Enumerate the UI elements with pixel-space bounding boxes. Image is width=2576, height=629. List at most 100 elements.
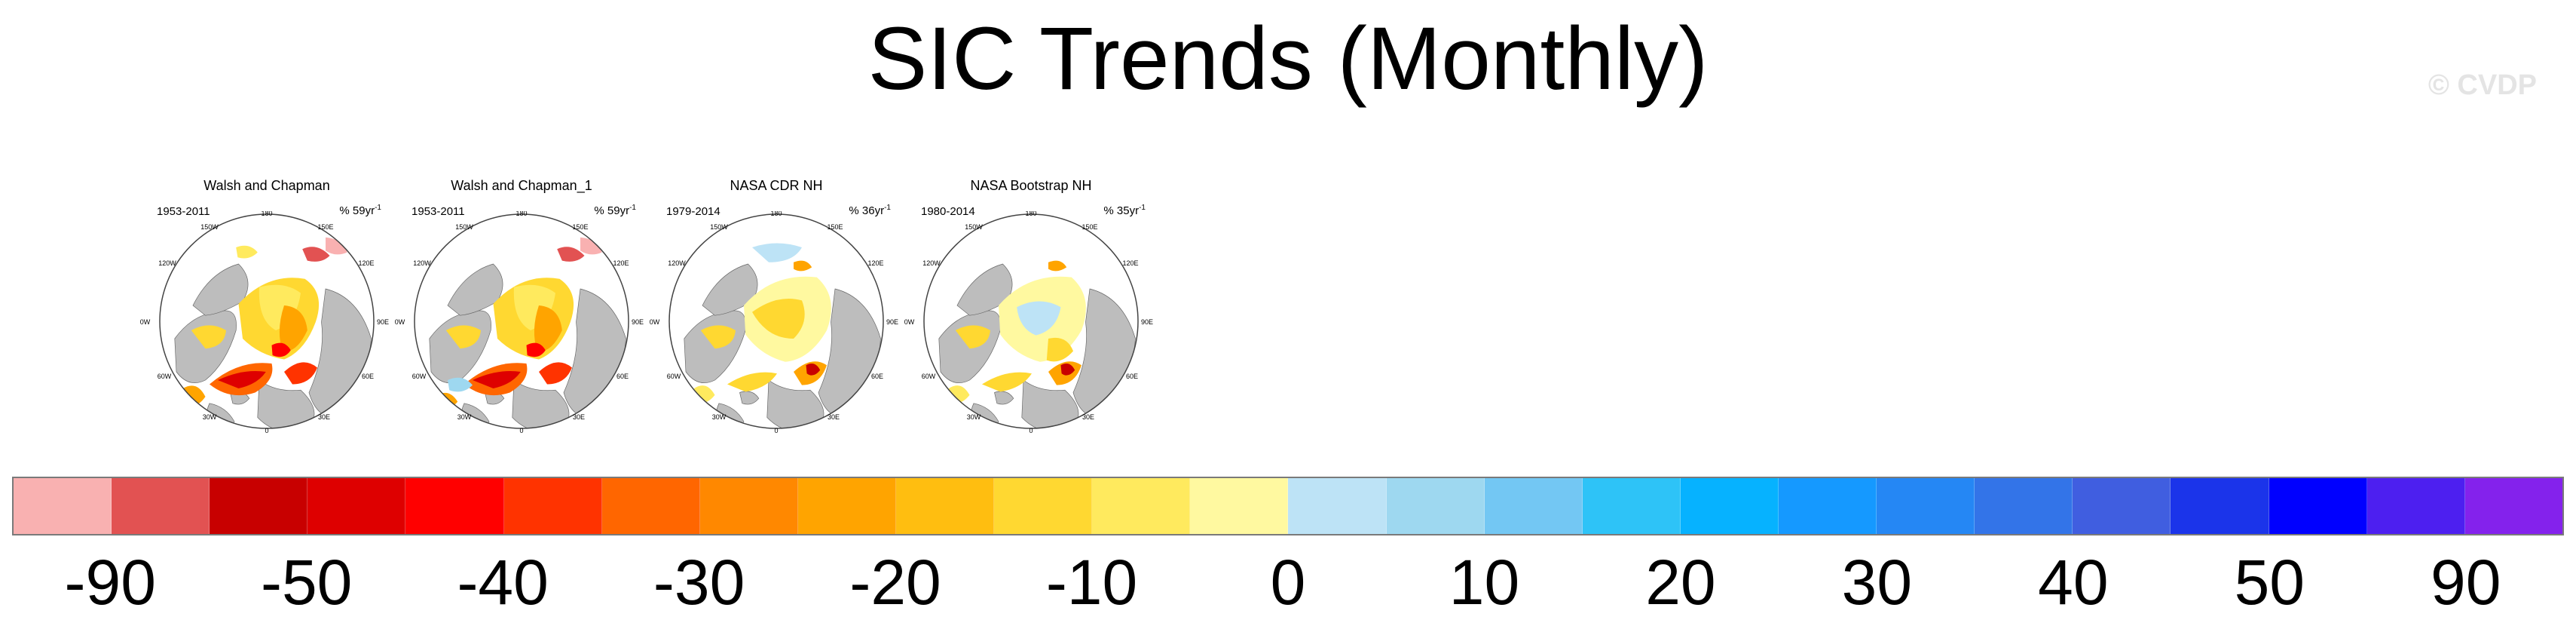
colorbar-tick-label: -10: [1045, 547, 1138, 618]
land-mass: [512, 379, 570, 428]
colorbar-swatch: [1288, 478, 1387, 534]
longitude-label: 60W: [412, 373, 427, 380]
map-panel: NASA Bootstrap NH 1980-2014 % 35yr-1 180 150…: [904, 178, 1158, 434]
longitude-label: 90E: [886, 318, 898, 326]
longitude-label: 30W: [203, 413, 217, 421]
trend-region: [700, 325, 736, 349]
longitude-label: 150W: [200, 223, 219, 231]
polar-map: 180 150W 150E 120W 120E 90W 90E 60W 60E 30W 30E 0: [904, 211, 1153, 434]
colorbar-swatch: [1680, 478, 1779, 534]
panel-rate: % 59yr-1: [594, 204, 636, 217]
land-mass: [702, 263, 758, 316]
trend-region: [302, 247, 330, 262]
panel-years: 1953-2011: [411, 205, 465, 218]
colorbar-swatch: [112, 478, 210, 534]
longitude-label: 90W: [650, 318, 660, 326]
longitude-label: 90W: [140, 318, 151, 326]
longitude-label: 30E: [1082, 413, 1094, 421]
panel-rate: % 36yr-1: [849, 204, 891, 217]
longitude-label: 120W: [158, 259, 176, 267]
colorbar-swatch: [2171, 478, 2269, 534]
trend-region: [236, 245, 258, 259]
trend-region: [473, 371, 521, 388]
colorbar-tick-label: -90: [64, 547, 156, 618]
longitude-label: 150W: [965, 223, 983, 231]
longitude-label: 60E: [616, 373, 629, 380]
colorbar-tick-label: 50: [2234, 547, 2305, 618]
panel-rate-exponent: -1: [1139, 204, 1146, 212]
polar-map: 180 150W 150E 120W 120E 90W 90E 60W 60E 30W 30E 0: [395, 211, 644, 434]
colorbar-swatch: [503, 478, 602, 534]
trend-region: [1017, 301, 1061, 336]
panel-rate-value: % 36yr: [849, 204, 885, 217]
land-mass: [1021, 379, 1079, 428]
panel-rate: % 59yr-1: [339, 204, 381, 217]
colorbar-swatch: [1386, 478, 1485, 534]
map-panel: Walsh and Chapman_1 1953-2011% 59yr-1 180 1…: [395, 178, 648, 434]
colorbar-tick-label: 90: [2431, 547, 2501, 618]
trend-region: [191, 325, 226, 349]
trend-region: [534, 305, 562, 351]
longitude-label: 0: [519, 427, 523, 434]
colorbar-swatch: [2366, 478, 2465, 534]
panel-title: NASA CDR NH: [730, 178, 823, 193]
colorbar-tick-label: 40: [2038, 547, 2109, 618]
longitude-label: 180: [261, 211, 272, 217]
colorbar: [12, 477, 2564, 535]
longitude-label: 150E: [317, 223, 333, 231]
colorbar-swatch: [307, 478, 406, 534]
map-boundary: [923, 213, 1139, 429]
longitude-label: 90E: [632, 318, 644, 326]
colorbar-swatch: [895, 478, 995, 534]
colorbar-swatch: [2269, 478, 2367, 534]
panel-rate-value: % 59yr: [594, 204, 630, 217]
longitude-label: 120E: [613, 259, 629, 267]
colorbar-swatch: [1484, 478, 1583, 534]
colorbar-swatch: [1778, 478, 1877, 534]
watermark: © CVDP: [2428, 69, 2537, 101]
colorbar-swatch: [14, 478, 112, 534]
trend-region: [1060, 364, 1075, 376]
map-panel: NASA CDR NH 1979-2014% 36yr-1 180 150W 150E 1…: [650, 178, 903, 434]
land-mass: [766, 379, 825, 428]
trend-region: [279, 305, 307, 351]
longitude-label: 180: [1025, 211, 1036, 217]
panel-rate-value: % 35yr: [1103, 204, 1140, 217]
longitude-label: 120E: [1122, 259, 1138, 267]
longitude-label: 90E: [377, 318, 389, 326]
longitude-label: 30W: [712, 413, 727, 421]
trend-region: [752, 299, 805, 339]
longitude-label: 150W: [455, 223, 473, 231]
trend-region: [1048, 260, 1067, 272]
panel-rate: % 35yr-1: [1103, 204, 1146, 217]
longitude-label: 150E: [827, 223, 843, 231]
colorbar-labels: -90 -50 -40 -30 -20 -10 0 10 20 30 40 50 90: [0, 546, 2576, 621]
map-panel: Walsh and Chapman 1953-2011 % 59yr-1 180 150…: [140, 178, 393, 434]
colorbar-tick-label: -50: [260, 547, 353, 618]
longitude-label: 150E: [572, 223, 588, 231]
panel-title: Walsh and Chapman_1: [451, 178, 592, 193]
panel-rate-exponent: -1: [375, 204, 381, 212]
colorbar-swatch: [601, 478, 700, 534]
longitude-label: 180: [770, 211, 782, 217]
trend-region: [284, 362, 317, 385]
map-boundary: [668, 213, 884, 429]
colorbar-tick-label: 0: [1270, 547, 1306, 618]
panel-rate-exponent: -1: [884, 204, 891, 212]
colorbar-swatch: [1092, 478, 1191, 534]
longitude-label: 120W: [413, 259, 431, 267]
land-mass: [192, 263, 249, 316]
colorbar-swatch: [699, 478, 798, 534]
chart-title: SIC Trends (Monthly): [867, 9, 1709, 109]
longitude-label: 120E: [358, 259, 374, 267]
trend-region: [727, 372, 777, 392]
trend-region: [752, 243, 802, 262]
land-mass: [447, 263, 503, 316]
trend-region: [445, 325, 481, 349]
colorbar-tick-label: -40: [457, 547, 549, 618]
trend-region: [794, 260, 812, 272]
trend-region: [806, 364, 821, 376]
longitude-label: 60W: [667, 373, 681, 380]
colorbar-swatch: [1975, 478, 2073, 534]
longitude-label: 0: [1029, 427, 1033, 434]
